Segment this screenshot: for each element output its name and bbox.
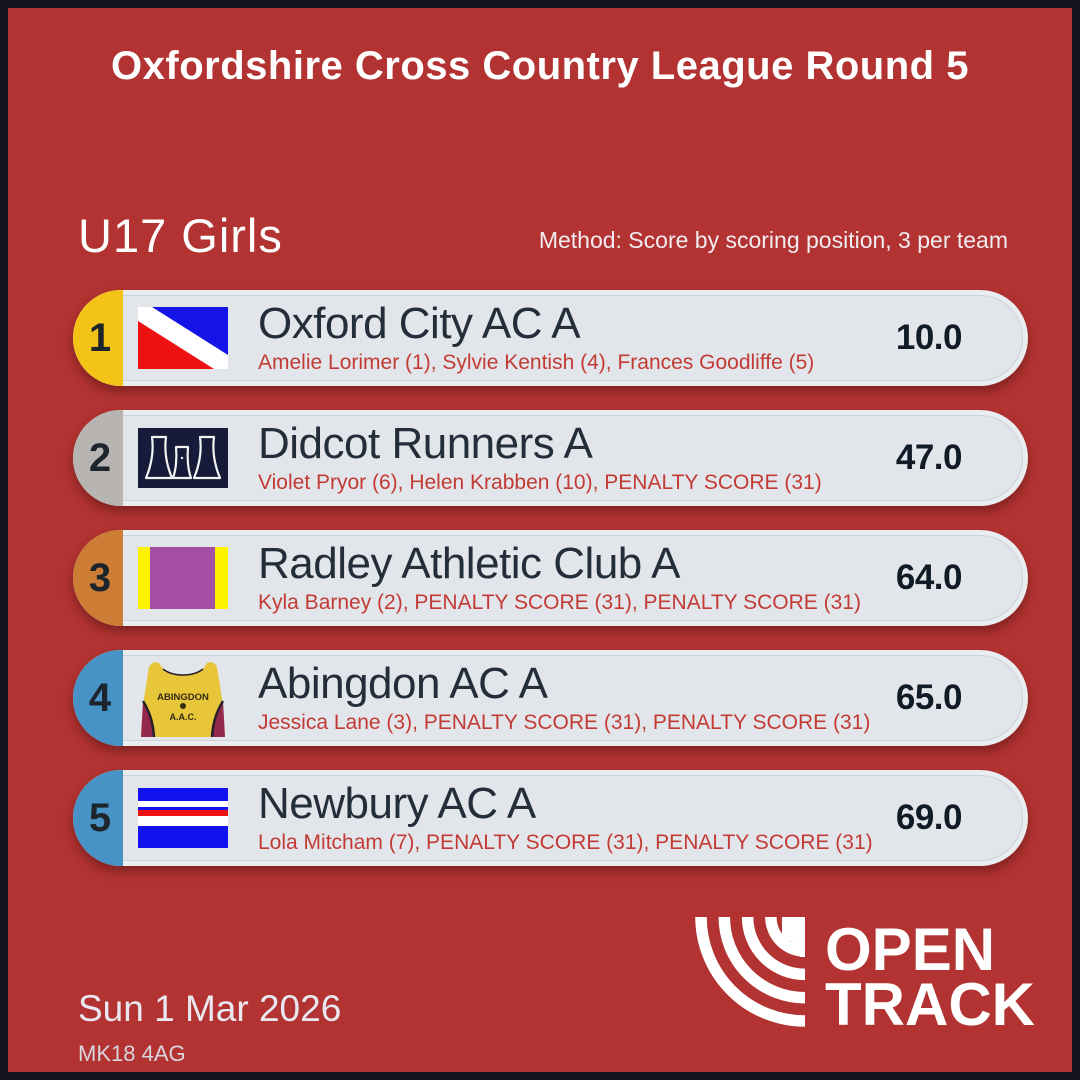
team-score: 47.0	[895, 438, 963, 477]
team-athletes: Violet Pryor (6), Helen Krabben (10), PE…	[258, 470, 822, 494]
section-header: U17 Girls Method: Score by scoring posit…	[78, 212, 1008, 259]
rank-number: 5	[88, 796, 112, 840]
team-result-row: 1 Oxford City AC A Amelie Lorimer (1), S…	[73, 290, 1028, 386]
team-name: Newbury AC A	[258, 779, 536, 829]
team-name: Oxford City AC A	[258, 299, 581, 349]
page-title: Oxfordshire Cross Country League Round 5	[111, 44, 969, 88]
rank-badge: 4	[73, 650, 123, 746]
newbury-stripes-icon	[138, 788, 228, 848]
rank-number: 2	[88, 436, 112, 480]
svg-text:ABINGDON: ABINGDON	[157, 692, 209, 703]
row-background	[78, 775, 1023, 861]
team-athletes: Lola Mitcham (7), PENALTY SCORE (31), PE…	[258, 830, 873, 854]
radley-bands-icon	[138, 547, 228, 609]
event-date: Sun 1 Mar 2026	[78, 988, 342, 1029]
team-text-block: Newbury AC A Lola Mitcham (7), PENALTY S…	[258, 781, 873, 854]
didcot-cooling-towers-icon	[138, 428, 228, 488]
oxford-city-flag-icon	[138, 307, 228, 369]
svg-text:A.A.C.: A.A.C.	[170, 712, 197, 722]
row-background	[78, 415, 1023, 501]
club-logo	[138, 307, 228, 369]
rank-number: 3	[88, 556, 112, 600]
rank-number: 1	[88, 316, 112, 360]
opentrack-wordmark: OPEN TRACK	[825, 915, 1035, 1038]
team-result-row: 3 Radley Athletic Club A Kyla Barney (2)…	[73, 530, 1028, 626]
team-athletes: Jessica Lane (3), PENALTY SCORE (31), PE…	[258, 710, 871, 734]
rank-number: 4	[88, 676, 112, 720]
team-text-block: Radley Athletic Club A Kyla Barney (2), …	[258, 541, 861, 614]
team-name: Abingdon AC A	[258, 659, 548, 709]
team-score: 10.0	[895, 318, 963, 357]
club-logo: ABINGDON A.A.C.	[138, 659, 228, 737]
row-background	[78, 535, 1023, 621]
team-result-row: 4 ABINGDON A.A.C. Abingdon AC A Jessica …	[73, 650, 1028, 746]
rank-badge: 2	[73, 410, 123, 506]
opentrack-word-track: TRACK	[825, 970, 1035, 1038]
team-score: 64.0	[895, 558, 963, 597]
opentrack-logo: OPEN TRACK	[695, 915, 1035, 1038]
team-name: Radley Athletic Club A	[258, 539, 680, 589]
team-score: 65.0	[895, 678, 963, 717]
row-background	[78, 655, 1023, 741]
results-list: 1 Oxford City AC A Amelie Lorimer (1), S…	[73, 290, 1028, 890]
team-result-row: 5 Newbury AC A Lola Mitcham (7), PENALTY…	[73, 770, 1028, 866]
rank-badge: 3	[73, 530, 123, 626]
club-logo	[138, 788, 228, 848]
opentrack-track-mark-icon	[695, 917, 806, 1027]
category-heading: U17 Girls	[78, 209, 283, 262]
team-text-block: Oxford City AC A Amelie Lorimer (1), Syl…	[258, 301, 814, 374]
club-logo	[138, 547, 228, 609]
row-background	[78, 295, 1023, 381]
rank-badge: 1	[73, 290, 123, 386]
team-text-block: Abingdon AC A Jessica Lane (3), PENALTY …	[258, 661, 870, 734]
opentrack-word-open: OPEN	[825, 915, 996, 983]
venue-postcode: MK18 4AG	[78, 1041, 186, 1066]
team-result-row: 2 Didcot Runners A Violet Pryor (6), Hel…	[73, 410, 1028, 506]
team-name: Didcot Runners A	[258, 419, 593, 469]
team-athletes: Amelie Lorimer (1), Sylvie Kentish (4), …	[258, 350, 815, 374]
abingdon-vest-icon: ABINGDON A.A.C.	[141, 662, 225, 737]
club-logo	[138, 428, 228, 488]
team-text-block: Didcot Runners A Violet Pryor (6), Helen…	[258, 421, 822, 494]
scoring-method: Method: Score by scoring position, 3 per…	[538, 227, 1008, 253]
team-score: 69.0	[895, 798, 963, 837]
event-info: Sun 1 Mar 2026 MK18 4AG	[78, 990, 341, 1067]
rank-badge: 5	[73, 770, 123, 866]
team-athletes: Kyla Barney (2), PENALTY SCORE (31), PEN…	[258, 590, 861, 614]
